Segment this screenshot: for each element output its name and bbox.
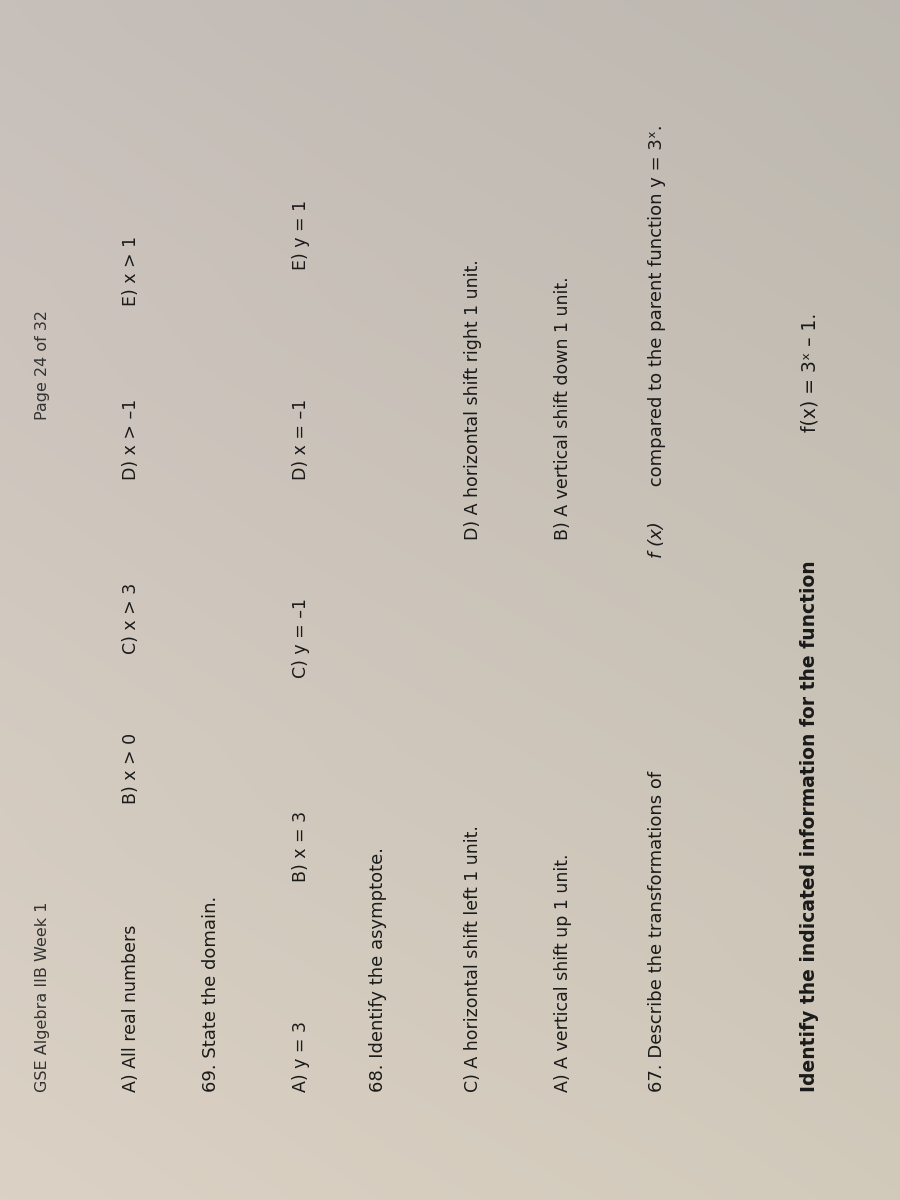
Text: f(x) = 3ˣ – 1.: f(x) = 3ˣ – 1. xyxy=(800,313,819,432)
Text: Page 24 of 32: Page 24 of 32 xyxy=(34,310,50,420)
Text: B) x > 0: B) x > 0 xyxy=(122,733,140,804)
Text: A) y = 3: A) y = 3 xyxy=(292,1021,310,1092)
Text: 69. State the domain.: 69. State the domain. xyxy=(202,895,220,1092)
Text: C) y = –1: C) y = –1 xyxy=(292,598,310,678)
Text: D) A horizontal shift right 1 unit.: D) A horizontal shift right 1 unit. xyxy=(464,259,482,540)
Text: Identify the indicated information for the function: Identify the indicated information for t… xyxy=(800,554,819,1092)
Text: C) x > 3: C) x > 3 xyxy=(122,583,140,654)
Text: GSE Algebra IIB Week 1: GSE Algebra IIB Week 1 xyxy=(34,901,50,1092)
Text: D) x = –1: D) x = –1 xyxy=(292,398,310,480)
Text: B) x = 3: B) x = 3 xyxy=(292,811,310,882)
Text: compared to the parent function y = 3ˣ.: compared to the parent function y = 3ˣ. xyxy=(648,125,666,492)
Text: C) A horizontal shift left 1 unit.: C) A horizontal shift left 1 unit. xyxy=(464,826,482,1092)
Text: A) All real numbers: A) All real numbers xyxy=(122,925,140,1092)
Text: A) A vertical shift up 1 unit.: A) A vertical shift up 1 unit. xyxy=(554,853,572,1092)
Text: D) x > –1: D) x > –1 xyxy=(122,398,140,480)
Text: E) y = 1: E) y = 1 xyxy=(292,200,310,270)
Text: E) x > 1: E) x > 1 xyxy=(122,236,140,306)
Text: f (x): f (x) xyxy=(648,521,666,558)
Text: 68. Identify the asymptote.: 68. Identify the asymptote. xyxy=(369,847,387,1092)
Text: 67. Describe the transformations of: 67. Describe the transformations of xyxy=(648,766,666,1092)
Text: B) A vertical shift down 1 unit.: B) A vertical shift down 1 unit. xyxy=(554,276,572,540)
